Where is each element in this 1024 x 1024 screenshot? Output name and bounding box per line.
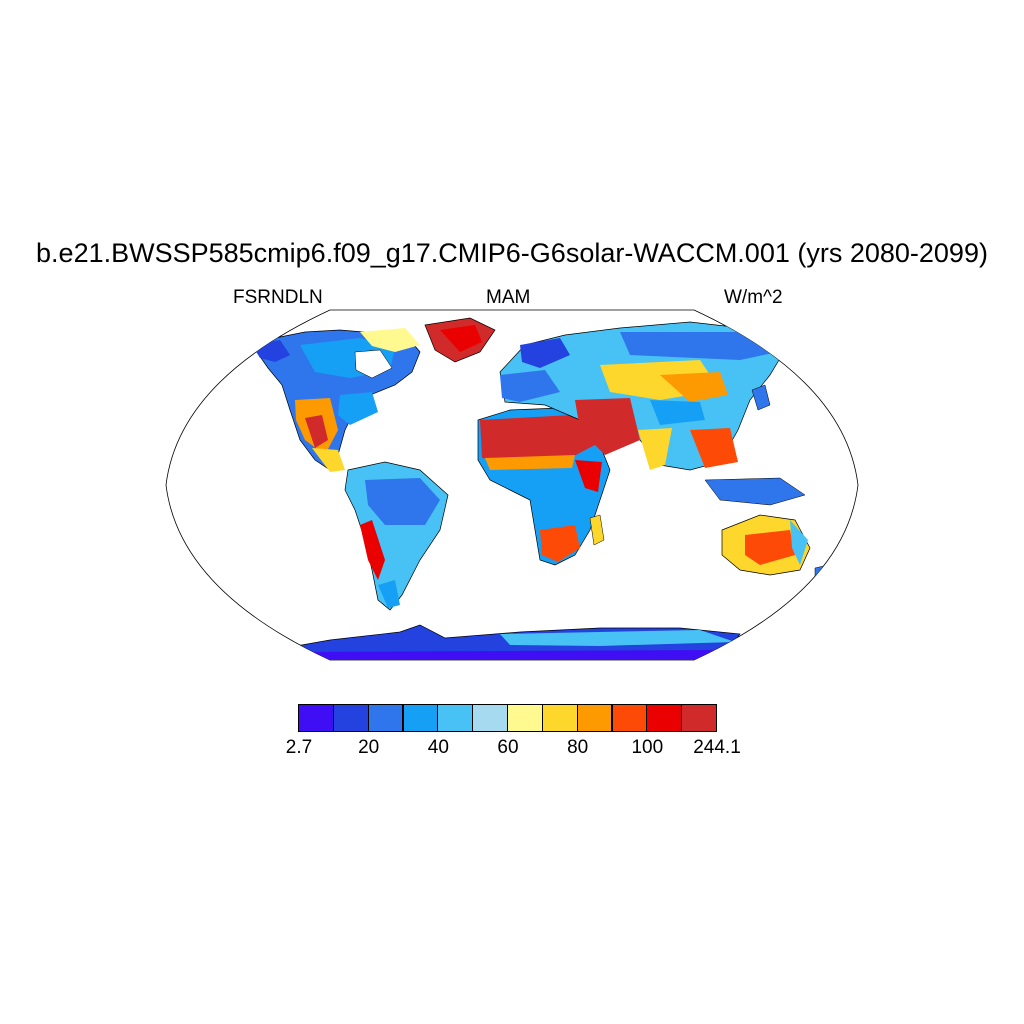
region-gobi xyxy=(660,372,728,402)
region-india xyxy=(638,428,672,470)
colorbar-swatch xyxy=(437,704,474,732)
colorbar-swatch xyxy=(472,704,508,732)
right-subtitle: W/m^2 xyxy=(724,287,783,308)
region-arctic-islands xyxy=(360,328,420,352)
region-indonesia xyxy=(704,477,806,506)
region-scandinavia xyxy=(520,338,570,368)
colorbar-swatch xyxy=(646,704,683,732)
colorbar-swatch xyxy=(332,704,369,732)
region-australia-east xyxy=(790,520,808,565)
colorbar-swatch xyxy=(541,704,578,732)
region-horn-africa xyxy=(575,460,602,492)
colorbar-label: 100 xyxy=(631,737,664,758)
region-tibet xyxy=(650,400,705,425)
region-new-zealand xyxy=(814,564,831,586)
region-antarctica-inland xyxy=(290,650,720,660)
region-southern-africa xyxy=(540,525,580,562)
region-se-asia xyxy=(690,428,738,468)
colorbar-label: 80 xyxy=(567,737,589,758)
region-europe xyxy=(500,370,560,402)
region-middle-east xyxy=(575,398,640,455)
region-sahara xyxy=(480,414,595,462)
colorbar-swatch xyxy=(681,704,717,732)
colorbar-swatch xyxy=(507,704,543,732)
colorbar-label: 20 xyxy=(358,737,380,758)
colorbar-label: 2.7 xyxy=(285,737,313,758)
colorbar-swatch xyxy=(298,704,334,732)
region-andes xyxy=(360,520,385,580)
colorbar-swatch xyxy=(611,704,648,732)
region-siberia xyxy=(620,332,778,360)
region-mexico xyxy=(312,448,345,472)
region-sahel xyxy=(485,455,575,470)
region-us-east xyxy=(338,392,378,425)
left-subtitle: FSRNDLN xyxy=(233,287,323,308)
colorbar-swatch xyxy=(402,704,439,732)
colorbar-swatch xyxy=(367,704,404,732)
region-antarctica-coast xyxy=(500,630,735,646)
colorbar-swatch xyxy=(576,704,613,732)
colorbar-label: 40 xyxy=(427,737,449,758)
region-australia-interior xyxy=(745,530,795,565)
region-madagascar xyxy=(589,514,605,546)
colorbar-label: 60 xyxy=(497,737,519,758)
colorbar-label: 244.1 xyxy=(693,737,741,758)
region-amazon xyxy=(365,478,440,525)
region-greenland-core xyxy=(440,325,482,352)
region-patagonia xyxy=(378,580,400,608)
region-hudson xyxy=(354,349,393,379)
figure-title: b.e21.BWSSP585cmip6.f09_g17.CMIP6-G6sola… xyxy=(36,238,988,268)
region-japan xyxy=(751,384,771,411)
center-subtitle: MAM xyxy=(486,287,531,308)
region-us-southwest xyxy=(305,415,328,448)
